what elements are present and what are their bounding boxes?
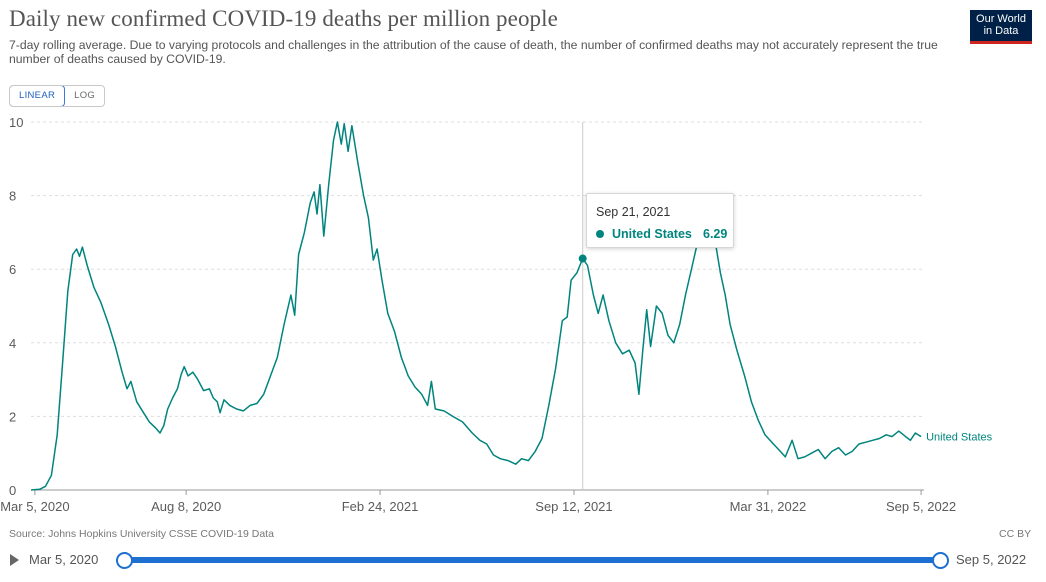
gridlines (31, 121, 924, 491)
play-icon[interactable] (10, 554, 19, 566)
scale-toggle: LINEAR LOG (9, 85, 106, 107)
x-tick-label: Mar 31, 2022 (730, 499, 807, 514)
series-line-united-states[interactable] (30, 121, 922, 491)
linear-scale-button[interactable]: LINEAR (10, 86, 66, 106)
tooltip-value: 6.29 (703, 227, 728, 241)
timeline-start-label: Mar 5, 2020 (29, 552, 99, 567)
y-axis-ticks: 0 2 4 6 8 10 (9, 115, 23, 498)
logo-line-1: Our World (976, 13, 1026, 25)
x-tick-label: Sep 5, 2022 (886, 499, 956, 514)
x-tick-label: Aug 8, 2020 (151, 499, 221, 514)
timeline-end-label: Sep 5, 2022 (956, 552, 1027, 567)
tooltip-date: Sep 21, 2021 (596, 205, 671, 219)
y-tick-label: 8 (9, 189, 16, 204)
timeline-track[interactable] (124, 557, 939, 563)
log-scale-button[interactable]: LOG (74, 90, 96, 101)
x-tick-label: Feb 24, 2021 (342, 499, 419, 514)
tooltip-series-dot (596, 230, 604, 238)
y-tick-label: 6 (9, 262, 16, 277)
chart-title: Daily new confirmed COVID-19 deaths per … (9, 6, 558, 31)
x-tick-label: Sep 12, 2021 (535, 499, 612, 514)
logo-line-2: in Data (983, 25, 1019, 37)
source-note[interactable]: Source: Johns Hopkins University CSSE CO… (9, 528, 274, 540)
tooltip-series-name: United States (612, 227, 692, 241)
y-tick-label: 0 (9, 483, 16, 498)
y-tick-label: 2 (9, 409, 16, 424)
tooltip: Sep 21, 2021 United States 6.29 (586, 193, 734, 248)
x-tick-label: Mar 5, 2020 (0, 499, 69, 514)
hover-point (578, 254, 587, 263)
chart-subtitle: 7-day rolling average. Due to varying pr… (9, 38, 938, 66)
x-axis-ticks: Mar 5, 2020 Aug 8, 2020 Feb 24, 2021 Sep 12… (0, 490, 956, 514)
timeline-end-handle[interactable] (932, 552, 949, 569)
y-tick-label: 4 (9, 336, 16, 351)
license-link[interactable]: CC BY (999, 528, 1032, 540)
series-lines (30, 121, 922, 491)
timeline-start-handle[interactable] (116, 552, 133, 569)
series-end-label: United States (926, 432, 993, 444)
y-tick-label: 10 (9, 115, 23, 130)
owid-logo[interactable]: Our World in Data (970, 10, 1032, 44)
series-end-labels: United States (926, 432, 993, 444)
